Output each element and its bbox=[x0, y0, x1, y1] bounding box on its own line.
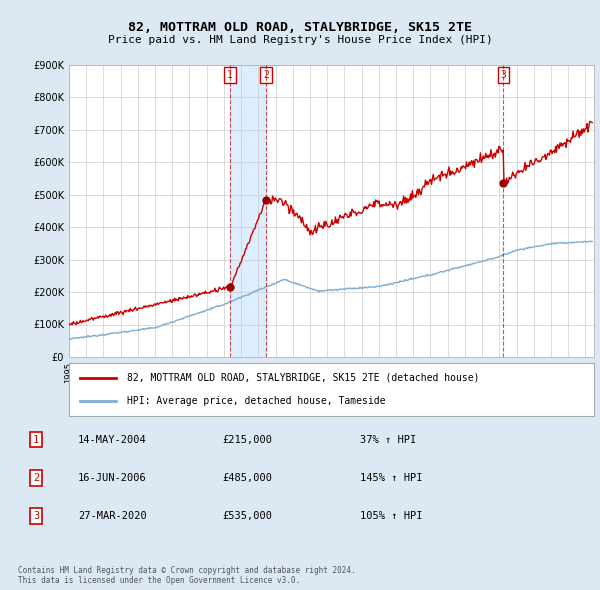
Text: Price paid vs. HM Land Registry's House Price Index (HPI): Price paid vs. HM Land Registry's House … bbox=[107, 35, 493, 45]
Text: £215,000: £215,000 bbox=[222, 435, 272, 444]
Text: 82, MOTTRAM OLD ROAD, STALYBRIDGE, SK15 2TE: 82, MOTTRAM OLD ROAD, STALYBRIDGE, SK15 … bbox=[128, 21, 472, 34]
Text: 1: 1 bbox=[227, 70, 233, 80]
Bar bbox=[230, 65, 266, 357]
Text: 27-MAR-2020: 27-MAR-2020 bbox=[78, 512, 147, 521]
Text: HPI: Average price, detached house, Tameside: HPI: Average price, detached house, Tame… bbox=[127, 396, 385, 406]
Text: 14-MAY-2004: 14-MAY-2004 bbox=[78, 435, 147, 444]
Text: £535,000: £535,000 bbox=[222, 512, 272, 521]
Text: 2: 2 bbox=[263, 70, 269, 80]
Text: 2: 2 bbox=[33, 473, 39, 483]
Text: Contains HM Land Registry data © Crown copyright and database right 2024.
This d: Contains HM Land Registry data © Crown c… bbox=[18, 566, 356, 585]
Text: 3: 3 bbox=[500, 70, 506, 80]
Text: £485,000: £485,000 bbox=[222, 473, 272, 483]
Text: 105% ↑ HPI: 105% ↑ HPI bbox=[360, 512, 422, 521]
Text: 3: 3 bbox=[33, 512, 39, 521]
Text: 1: 1 bbox=[33, 435, 39, 444]
Text: 82, MOTTRAM OLD ROAD, STALYBRIDGE, SK15 2TE (detached house): 82, MOTTRAM OLD ROAD, STALYBRIDGE, SK15 … bbox=[127, 373, 479, 383]
Text: 145% ↑ HPI: 145% ↑ HPI bbox=[360, 473, 422, 483]
Text: 37% ↑ HPI: 37% ↑ HPI bbox=[360, 435, 416, 444]
Text: 16-JUN-2006: 16-JUN-2006 bbox=[78, 473, 147, 483]
